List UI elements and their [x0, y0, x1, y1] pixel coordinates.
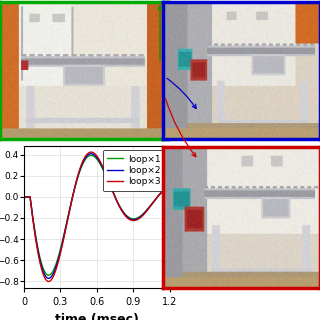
loop×3 — [47, 280, 51, 284]
Line: loop×2: loop×2 — [24, 154, 170, 278]
Legend: loop×1, loop×2, loop×3: loop×1, loop×2, loop×3 — [103, 150, 165, 191]
loop×1 — [137, 215, 141, 219]
loop×1 — [47, 273, 51, 277]
loop×1 — [29, 205, 33, 209]
Line: loop×3: loop×3 — [24, 152, 170, 282]
X-axis label: time (msec): time (msec) — [55, 313, 139, 320]
loop×1 — [89, 154, 93, 157]
loop×2 — [29, 206, 33, 210]
loop×1 — [89, 154, 93, 157]
loop×1 — [22, 195, 26, 199]
loop×3 — [137, 217, 141, 221]
loop×1 — [93, 155, 97, 159]
loop×2 — [93, 154, 97, 157]
loop×2 — [22, 195, 26, 199]
loop×3 — [164, 187, 167, 190]
loop×2 — [137, 216, 141, 220]
loop×3 — [29, 206, 33, 210]
loop×1 — [168, 185, 172, 188]
loop×3 — [164, 187, 167, 190]
loop×2 — [164, 187, 167, 191]
loop×3 — [89, 150, 93, 154]
loop×3 — [168, 184, 172, 188]
loop×1 — [164, 187, 167, 191]
loop×3 — [22, 195, 26, 199]
loop×2 — [47, 276, 51, 280]
loop×2 — [164, 187, 167, 191]
loop×3 — [93, 152, 97, 156]
Line: loop×1: loop×1 — [24, 156, 170, 275]
loop×2 — [89, 152, 93, 156]
loop×1 — [164, 187, 167, 191]
loop×2 — [168, 184, 172, 188]
loop×3 — [89, 150, 93, 154]
loop×2 — [89, 152, 93, 156]
